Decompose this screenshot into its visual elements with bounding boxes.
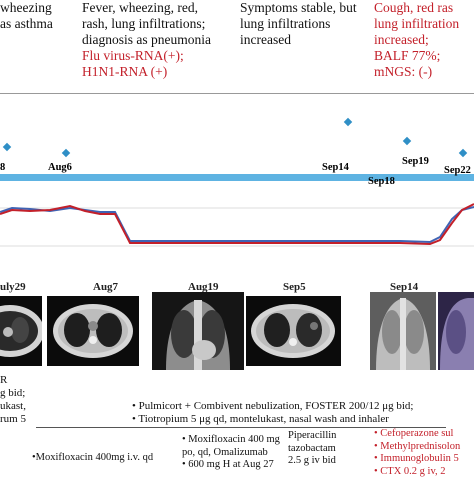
marker-diamond [459, 149, 467, 157]
treatment-line: rum 5 [0, 413, 26, 426]
timeline-date-label: Sep14 [322, 162, 350, 173]
note-line: rash, lung infiltrations; [82, 16, 211, 32]
note-col3: Symptoms stable, but lung infiltrations … [240, 0, 357, 48]
treatment-moxifloxacin-po: • Moxifloxacin 400 mg po, qd, Omalizumab… [182, 434, 280, 472]
ct-scan-image [47, 296, 139, 366]
treatment-nebulization: • Pulmicort + Combivent nebulization, FO… [132, 400, 413, 426]
treatment-piperacillin: Piperacillin tazobactam 2.5 g iv bid [288, 430, 336, 468]
red-curve [0, 204, 474, 244]
treatment-line: • 600 mg H at Aug 27 [182, 459, 280, 472]
treatment-line: tazobactam [288, 443, 336, 456]
note-line: increased [240, 32, 357, 48]
treatment-line-red: • CTX 0.2 g iv, 2 [374, 466, 460, 478]
treatment-line: • Tiotropium 5 μg qd, montelukast, nasal… [132, 413, 413, 426]
treatment-right-red: • Cefoperazone sul • Methylprednisolon •… [374, 428, 460, 478]
note-line-red: mNGS: (-) [374, 64, 459, 80]
ct-scan-image [0, 296, 42, 366]
timeline-date-label: Aug6 [48, 162, 72, 173]
treatment-line: R [0, 374, 26, 387]
image-date: Sep5 [283, 281, 306, 293]
treatment-moxifloxacin-iv: •Moxifloxacin 400mg i.v. qd [32, 452, 153, 465]
note-col1: wheezing as asthma [0, 0, 53, 32]
timeline-date-label: 8 [0, 162, 5, 173]
note-line-red: Flu virus-RNA(+); [82, 48, 211, 64]
marker-diamond [62, 149, 70, 157]
chest-xray-image [152, 292, 244, 370]
note-line: wheezing [0, 0, 53, 16]
blue-curve [0, 207, 474, 242]
treatment-line: • Moxifloxacin 400 mg [182, 434, 280, 447]
note-line-red: BALF 77%; [374, 48, 459, 64]
treatment-line: po, qd, Omalizumab [182, 447, 280, 460]
image-date: uly29 [0, 281, 26, 293]
timeline-bar [0, 174, 474, 181]
timeline-date-label: Sep19 [402, 156, 429, 167]
note-line-red: Cough, red ras [374, 0, 459, 16]
image-date: Aug7 [93, 281, 118, 293]
marker-diamond [3, 143, 11, 151]
treatment-line: 2.5 g iv bid [288, 455, 336, 468]
note-line-red: increased; [374, 32, 459, 48]
chest-xray-image [438, 292, 474, 370]
treatment-line: g bid; [0, 387, 26, 400]
treatment-line: • Pulmicort + Combivent nebulization, FO… [132, 400, 413, 413]
note-line: as asthma [0, 16, 53, 32]
treatment-left-block: R g bid; ukast, rum 5 [0, 374, 26, 426]
timeline-date-label: Sep22 [444, 165, 471, 176]
ct-scan-image [246, 296, 341, 366]
note-col4: Cough, red ras lung infiltration increas… [374, 0, 459, 80]
note-line: diagnosis as pneumonia [82, 32, 211, 48]
treatment-line-red: • Methylprednisolon [374, 441, 460, 454]
treatment-line: Piperacillin [288, 430, 336, 443]
chest-xray-image [370, 292, 436, 370]
treatment-line-red: • Immunoglobulin 5 [374, 453, 460, 466]
note-line-red: lung infiltration [374, 16, 459, 32]
note-line-red: H1N1-RNA (+) [82, 64, 211, 80]
marker-diamond [344, 118, 352, 126]
note-line: Symptoms stable, but [240, 0, 357, 16]
marker-diamond [403, 137, 411, 145]
timeline-chart: 8 Aug6 Sep14 Sep18 Sep19 Sep22 [0, 94, 474, 280]
note-line: Fever, wheezing, red, [82, 0, 211, 16]
note-line: lung infiltrations [240, 16, 357, 32]
note-col2: Fever, wheezing, red, rash, lung infiltr… [82, 0, 211, 80]
timeline-date-label: Sep18 [368, 176, 395, 187]
treatment-line-red: • Cefoperazone sul [374, 428, 460, 441]
treatment-line: ukast, [0, 400, 26, 413]
